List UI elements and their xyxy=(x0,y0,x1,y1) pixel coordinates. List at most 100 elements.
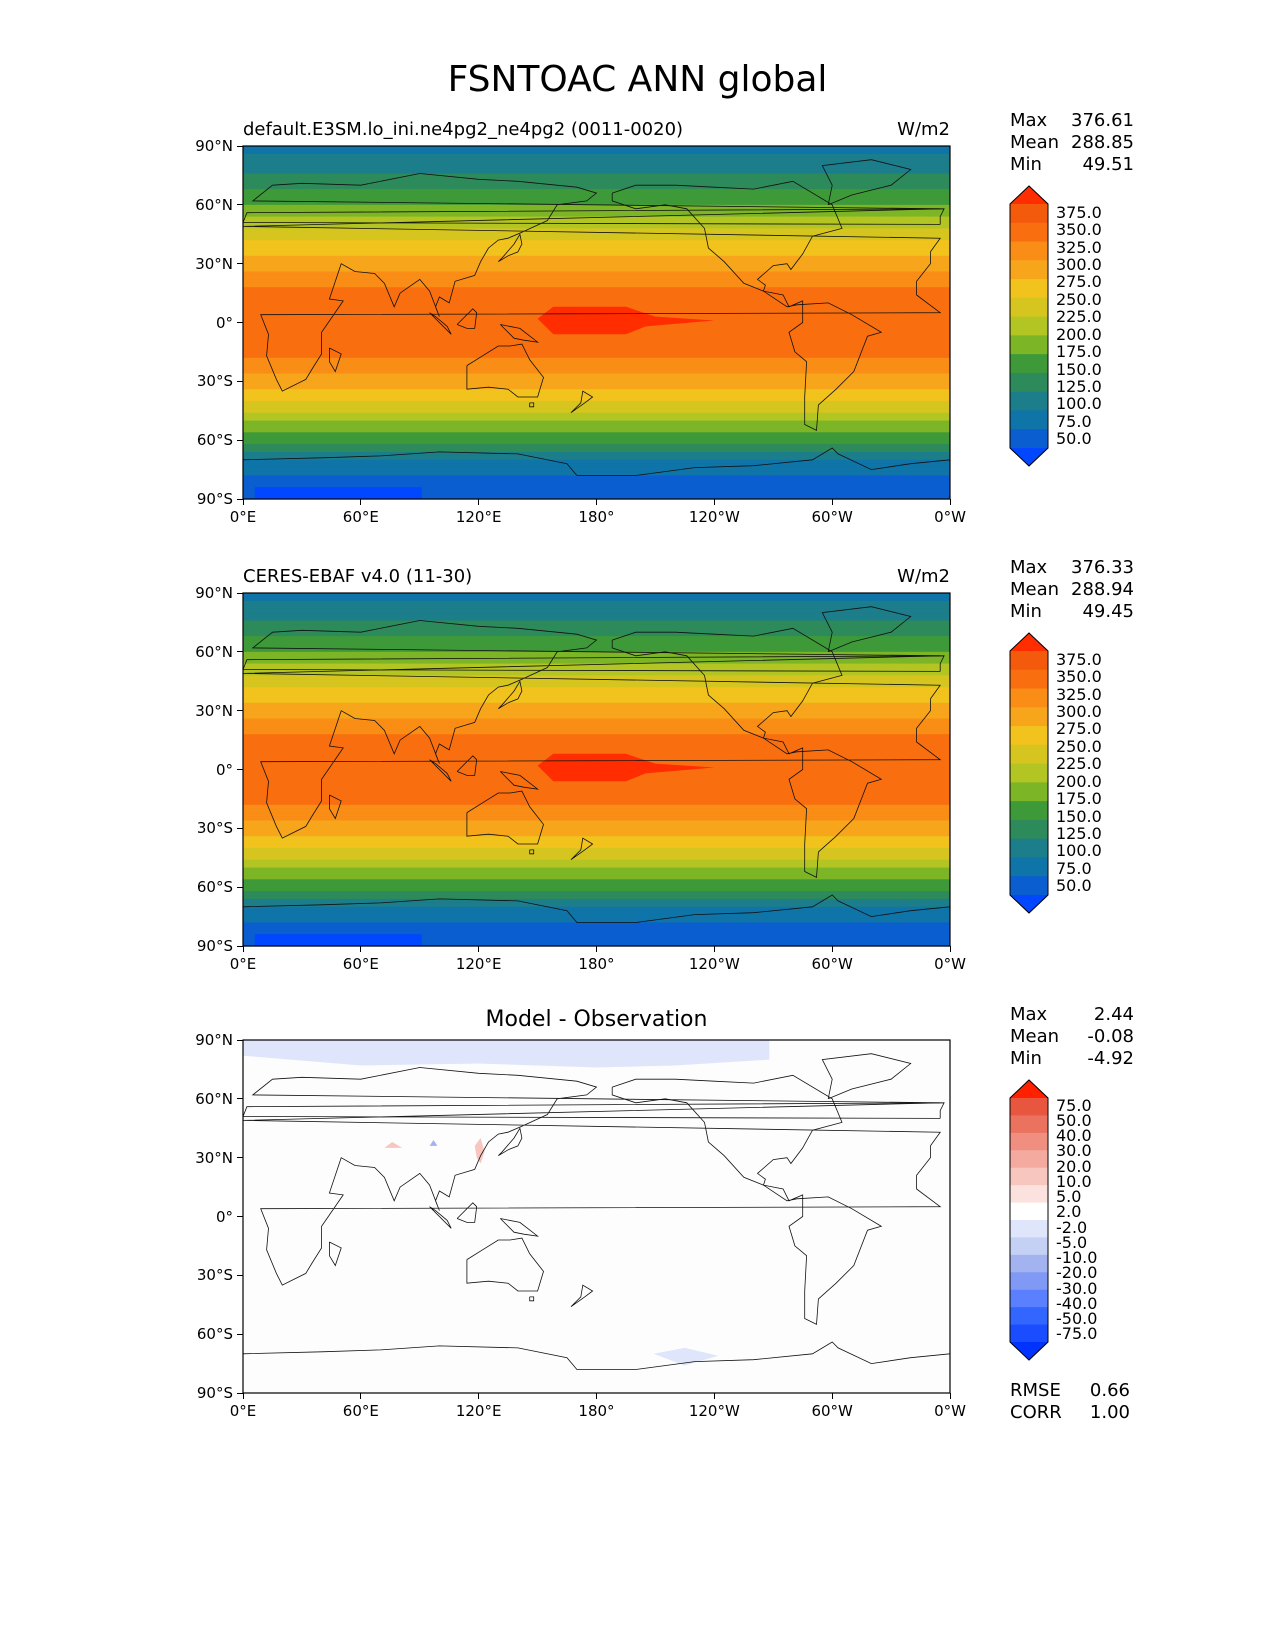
colorbar-segment xyxy=(1010,391,1048,411)
zonal-band xyxy=(243,918,950,924)
stats-block: Max 376.33 Mean 288.94 Min 49.45 xyxy=(1010,557,1140,623)
zonal-band xyxy=(243,361,950,367)
zonal-band xyxy=(243,812,950,818)
zonal-band xyxy=(243,910,950,916)
coastline xyxy=(529,1296,535,1302)
zonal-band xyxy=(243,785,950,790)
y-tick xyxy=(237,1157,243,1159)
y-tick-label: 0° xyxy=(215,760,233,779)
x-tick-label: 120°E xyxy=(455,955,502,973)
zonal-band xyxy=(243,804,950,810)
y-tick xyxy=(237,204,243,206)
x-tick xyxy=(713,1393,715,1399)
y-tick xyxy=(237,1333,243,1335)
colorbar-segment xyxy=(1010,410,1048,430)
x-tick-label: 60°E xyxy=(342,955,379,973)
x-tick xyxy=(242,499,244,505)
zonal-band xyxy=(243,906,950,912)
coastline xyxy=(821,606,912,653)
zonal-band xyxy=(243,240,950,245)
zonal-band xyxy=(243,789,950,794)
colorbar-segment xyxy=(1010,1272,1048,1291)
zonal-band xyxy=(243,698,950,704)
coastline xyxy=(500,324,540,343)
colorbar-tick-label: 175.0 xyxy=(1056,342,1102,362)
zonal-band xyxy=(243,185,950,190)
zonal-band xyxy=(243,428,950,433)
zonal-band xyxy=(243,847,950,853)
panel-units: W/m2 xyxy=(897,119,950,140)
field-map xyxy=(242,592,951,947)
stat-value: 49.51 xyxy=(1082,154,1134,175)
colorbar-tick-label: -10.0 xyxy=(1056,1248,1098,1268)
difference-map xyxy=(242,1039,951,1394)
x-tick-label: 120°W xyxy=(688,508,740,526)
colorbar-segment xyxy=(1010,1115,1048,1134)
zonal-band xyxy=(243,628,950,633)
zonal-band xyxy=(243,455,950,461)
zonal-band xyxy=(243,263,950,269)
zonal-band xyxy=(243,424,950,429)
metric-value: 0.66 xyxy=(1089,1380,1130,1401)
y-tick xyxy=(237,1216,243,1217)
colorbar-segment xyxy=(1010,857,1048,877)
coastline xyxy=(466,343,544,398)
colorbar-segment xyxy=(1010,763,1048,783)
y-tick xyxy=(237,1274,243,1276)
zonal-band xyxy=(243,863,950,869)
zonal-band xyxy=(243,298,950,304)
zonal-band xyxy=(243,659,950,665)
colorbar-extend-min xyxy=(1010,448,1048,466)
zonal-band xyxy=(243,244,950,249)
zonal-band xyxy=(243,738,950,743)
y-tick xyxy=(237,1039,243,1041)
colorbar-tick-label: 200.0 xyxy=(1056,771,1102,791)
zonal-band xyxy=(243,416,950,422)
colorbar-extend-max xyxy=(1010,186,1048,204)
zonal-band xyxy=(243,173,950,178)
zonal-band xyxy=(243,404,950,410)
coastline xyxy=(570,390,594,414)
zonal-band xyxy=(243,444,950,449)
colorbar-tick-label: -5.0 xyxy=(1056,1232,1088,1252)
coastline xyxy=(529,402,535,408)
zonal-band xyxy=(243,828,950,833)
coastline xyxy=(466,790,544,845)
x-tick-label: 0°E xyxy=(229,508,257,526)
coastline xyxy=(570,1284,594,1308)
x-tick-label: 180° xyxy=(578,1402,615,1420)
colorbar-segment xyxy=(1010,819,1048,840)
zonal-band xyxy=(243,934,950,939)
metric-value: 1.00 xyxy=(1089,1402,1130,1423)
colorbar-tick-label: 275.0 xyxy=(1056,719,1102,739)
zonal-band xyxy=(243,643,950,649)
negative-anomaly-arctic xyxy=(243,1040,770,1068)
x-tick-label: 120°E xyxy=(455,1402,502,1420)
zonal-band xyxy=(243,373,950,379)
y-tick xyxy=(237,498,243,500)
coastline xyxy=(821,159,912,206)
colorbar-tick-label: -30.0 xyxy=(1056,1278,1098,1298)
stat-row: Max 376.33 xyxy=(1010,557,1140,579)
zonal-band xyxy=(243,228,950,233)
zonal-band xyxy=(243,840,950,845)
field-map xyxy=(242,145,951,500)
zonal-band xyxy=(243,851,950,857)
coastline xyxy=(529,849,535,855)
zonal-band xyxy=(243,702,950,708)
colorbar-tick-label: 40.0 xyxy=(1056,1126,1092,1146)
zonal-band xyxy=(243,620,950,625)
x-tick xyxy=(596,946,597,952)
x-tick-label: 60°E xyxy=(342,508,379,526)
colorbar-segment xyxy=(1010,838,1048,858)
zonal-band xyxy=(243,600,950,606)
stat-row: Max 2.44 xyxy=(1010,1004,1140,1026)
x-tick xyxy=(831,499,833,505)
colorbar-tick-label: -20.0 xyxy=(1056,1263,1098,1283)
colorbar-tick-label: 225.0 xyxy=(1056,754,1102,774)
y-tick-label: 0° xyxy=(215,1207,233,1226)
colorbar-tick-label: 30.0 xyxy=(1056,1141,1092,1161)
zonal-band xyxy=(243,706,950,712)
stat-value: 288.85 xyxy=(1071,132,1134,153)
stat-value: -0.08 xyxy=(1087,1026,1134,1047)
